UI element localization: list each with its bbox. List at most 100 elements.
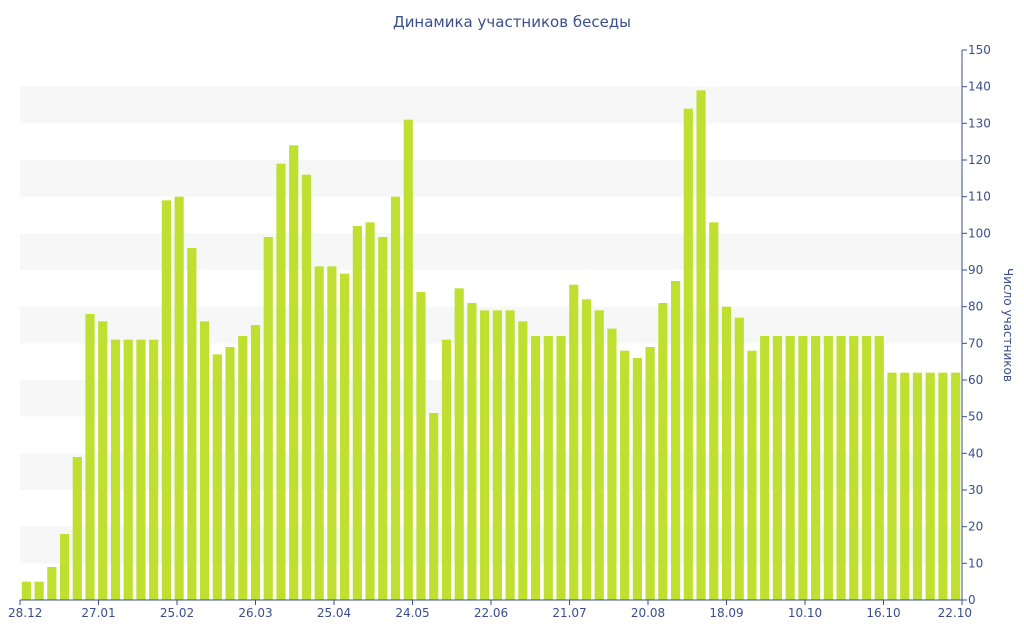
bar bbox=[492, 310, 502, 600]
bar bbox=[543, 336, 553, 600]
bar bbox=[149, 339, 159, 600]
bar bbox=[671, 281, 681, 600]
bar bbox=[505, 310, 515, 600]
x-tick-label: 28.12 bbox=[8, 606, 42, 620]
y-tick-label: 110 bbox=[968, 190, 991, 204]
y-tick-label: 40 bbox=[968, 446, 983, 460]
bar bbox=[301, 174, 312, 601]
bar bbox=[785, 336, 795, 600]
bar bbox=[581, 299, 592, 600]
y-tick-label: 20 bbox=[968, 520, 983, 534]
bar bbox=[709, 222, 719, 600]
grid-band bbox=[20, 380, 962, 417]
bar bbox=[352, 226, 362, 600]
bar bbox=[887, 372, 897, 600]
grid-band bbox=[20, 233, 962, 270]
bar bbox=[951, 372, 961, 600]
bar bbox=[416, 292, 426, 600]
bar bbox=[556, 336, 566, 600]
x-tick-label: 27.01 bbox=[81, 606, 115, 620]
x-tick-label: 22.06 bbox=[474, 606, 508, 620]
bar bbox=[823, 336, 833, 600]
bar bbox=[365, 222, 375, 600]
bar bbox=[734, 317, 744, 600]
bar bbox=[798, 336, 808, 600]
bar bbox=[123, 339, 133, 600]
x-axis-ticks: 28.12 27.01 25.02 26.03 25.04 24.05 22.06 21.07… bbox=[8, 600, 972, 620]
x-tick-label: 21.07 bbox=[552, 606, 586, 620]
bar bbox=[225, 347, 235, 600]
bar bbox=[683, 108, 693, 601]
bar bbox=[72, 457, 82, 600]
bar bbox=[912, 372, 923, 600]
y-tick-label: 30 bbox=[968, 483, 983, 497]
bar bbox=[607, 328, 617, 600]
bar bbox=[874, 336, 884, 600]
bar bbox=[314, 266, 324, 600]
bar bbox=[110, 339, 121, 600]
bar bbox=[645, 347, 655, 600]
bar bbox=[98, 321, 108, 600]
bar bbox=[174, 196, 184, 601]
x-tick-label: 24.05 bbox=[395, 606, 429, 620]
bar bbox=[403, 119, 413, 601]
bar bbox=[250, 325, 261, 600]
bar bbox=[849, 336, 859, 600]
y-tick-label: 90 bbox=[968, 263, 983, 277]
bar bbox=[200, 321, 210, 600]
bar bbox=[620, 350, 630, 600]
x-tick-label: 20.08 bbox=[631, 606, 665, 620]
x-tick-label: 22.10 bbox=[938, 606, 972, 620]
bar bbox=[760, 336, 770, 600]
bar bbox=[441, 339, 452, 600]
bar bbox=[925, 372, 935, 600]
y-tick-label: 0 bbox=[968, 593, 976, 607]
bar bbox=[696, 90, 706, 600]
bar bbox=[721, 306, 732, 600]
bar bbox=[136, 339, 146, 600]
y-tick-label: 100 bbox=[968, 226, 991, 240]
bar bbox=[632, 358, 642, 600]
x-tick-label: 26.03 bbox=[238, 606, 272, 620]
bar bbox=[212, 354, 222, 600]
bar bbox=[836, 336, 846, 600]
grid-band bbox=[20, 526, 962, 564]
y-tick-label: 150 bbox=[968, 43, 991, 57]
bar bbox=[454, 288, 464, 600]
grid-band bbox=[20, 86, 962, 124]
x-tick-label: 25.02 bbox=[160, 606, 194, 620]
bar bbox=[289, 145, 299, 600]
bar bbox=[658, 303, 668, 600]
bar bbox=[467, 303, 477, 600]
y-axis-ticks: 0 10 20 30 40 50 60 70 80 90 100 110 120 130 140 150 bbox=[962, 43, 991, 607]
bars bbox=[21, 90, 961, 601]
bar bbox=[21, 581, 31, 600]
bar bbox=[276, 163, 286, 601]
bar bbox=[594, 310, 604, 600]
bar bbox=[85, 314, 95, 600]
y-tick-label: 60 bbox=[968, 373, 983, 387]
grid-band bbox=[20, 306, 962, 344]
y-tick-label: 80 bbox=[968, 300, 983, 314]
bar bbox=[47, 567, 57, 600]
bar bbox=[530, 336, 541, 600]
y-tick-label: 10 bbox=[968, 556, 983, 570]
bar bbox=[59, 534, 70, 600]
bar bbox=[390, 196, 401, 601]
bar bbox=[340, 273, 350, 600]
bar bbox=[747, 350, 757, 600]
y-tick-label: 50 bbox=[968, 410, 983, 424]
bar bbox=[811, 336, 821, 600]
x-tick-label: 18.09 bbox=[709, 606, 743, 620]
bar bbox=[480, 310, 490, 600]
y-tick-label: 70 bbox=[968, 336, 983, 350]
grid-band bbox=[20, 453, 962, 490]
bar bbox=[429, 413, 439, 600]
bar bbox=[378, 237, 388, 600]
x-tick-label: 16.10 bbox=[866, 606, 900, 620]
bar bbox=[900, 372, 910, 600]
chart-title: Динамика участников беседы bbox=[392, 13, 632, 31]
bar bbox=[861, 336, 872, 600]
bar bbox=[772, 336, 783, 600]
grid-bands bbox=[20, 86, 962, 564]
